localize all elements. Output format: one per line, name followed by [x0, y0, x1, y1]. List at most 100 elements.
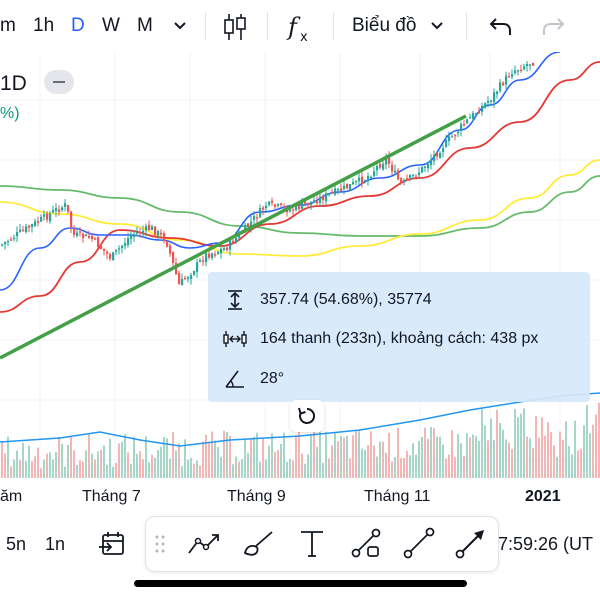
volume-bar [592, 424, 594, 478]
candle-body [28, 225, 31, 228]
candle-body [508, 76, 511, 78]
shape-icon[interactable] [348, 527, 384, 561]
volume-bar [340, 436, 342, 478]
volume-bar [184, 439, 186, 478]
interval-minutes[interactable]: m [0, 15, 16, 36]
candle-body [412, 174, 415, 176]
candle-body [436, 152, 439, 157]
candle-body [196, 262, 199, 272]
candle-body [55, 208, 58, 212]
volume-bar [559, 431, 561, 478]
candle-body [100, 245, 103, 249]
drag-handle-icon[interactable] [154, 534, 166, 554]
candle-body [190, 275, 193, 279]
chevron-down-icon[interactable] [429, 19, 445, 33]
interval-month[interactable]: M [137, 15, 153, 36]
volume-bar [229, 435, 231, 478]
volume-bar [457, 433, 459, 478]
chevron-down-icon[interactable] [172, 19, 188, 33]
volume-bar [295, 435, 297, 478]
collapse-legend-button[interactable] [44, 70, 74, 94]
price-range-icon [228, 290, 242, 310]
candle-body [106, 251, 109, 254]
volume-bar [469, 437, 471, 478]
volume-bar [208, 442, 210, 478]
candles-icon[interactable] [222, 12, 248, 42]
volume-bar [595, 414, 597, 478]
svg-text:x: x [300, 30, 308, 43]
candle-body [259, 208, 262, 218]
candle-body [127, 238, 130, 246]
interval-day[interactable]: D [71, 15, 85, 36]
candle-body [454, 134, 457, 137]
candle-body [406, 178, 409, 180]
volume-bar [169, 458, 171, 478]
volume-bar [499, 423, 501, 478]
text-icon[interactable] [294, 527, 330, 561]
line-icon[interactable] [401, 527, 437, 561]
volume-bar [94, 459, 96, 478]
candle-body [355, 180, 358, 183]
brush-icon[interactable] [241, 527, 277, 561]
candle-body [469, 117, 472, 119]
candle-body [16, 232, 19, 237]
candle-body [283, 206, 286, 208]
clock-display[interactable]: 7:59:26 (UT [498, 534, 594, 554]
arrow-icon[interactable] [453, 527, 489, 561]
volume-bar [97, 451, 99, 478]
volume-bar [73, 450, 75, 478]
angle-icon [225, 370, 244, 388]
volume-bar [178, 443, 180, 478]
volume-bar [19, 459, 21, 478]
candle-body [13, 237, 16, 240]
volume-bar [142, 459, 144, 478]
candle-body [382, 163, 385, 170]
volume-bar [85, 450, 87, 478]
interval-1h[interactable]: 1h [33, 15, 55, 36]
volume-bar [271, 433, 273, 478]
volume-bar [358, 430, 360, 478]
measure-angle-text: 28° [260, 370, 285, 387]
candle-body [415, 176, 418, 178]
range-1d[interactable]: 1n [45, 534, 66, 554]
reset-icon [298, 407, 316, 424]
candle-body [421, 166, 424, 173]
volume-bar [505, 439, 507, 478]
volume-bar [526, 436, 528, 478]
volume-bar [226, 432, 228, 478]
candle-body [370, 176, 373, 178]
volume-bar [262, 438, 264, 478]
redo-icon[interactable] [540, 14, 566, 38]
volume-bar [13, 459, 15, 478]
indicators-icon[interactable]: f x [286, 11, 314, 43]
interval-week[interactable]: W [102, 15, 120, 36]
candle-body [184, 277, 187, 280]
volume-bar [508, 442, 510, 478]
volume-bar [214, 440, 216, 478]
volume-bar [541, 417, 543, 478]
candle-body [148, 224, 151, 230]
volume-bar [547, 422, 549, 478]
candle-body [19, 229, 22, 232]
candle-body [85, 234, 88, 237]
goto-date-icon[interactable] [97, 530, 129, 560]
candle-body [403, 179, 406, 183]
candle-body [34, 221, 37, 226]
volume-bar [292, 460, 294, 478]
volume-bar [43, 459, 45, 478]
candle-body [292, 209, 295, 211]
volume-bar [574, 420, 576, 478]
volume-bar [115, 462, 117, 478]
volume-bar [373, 445, 375, 478]
top-toolbar: m 1h D W M f x Biểu đồ [0, 0, 600, 52]
candle-body [460, 124, 463, 131]
chart-type-label[interactable]: Biểu đồ [352, 15, 417, 36]
svg-text:f: f [286, 13, 301, 41]
candle-body [187, 277, 190, 279]
range-5d[interactable]: 5n [6, 534, 27, 554]
trend-line-icon[interactable] [186, 527, 222, 561]
candle-body [76, 232, 79, 236]
reset-chart-button[interactable] [290, 400, 324, 432]
undo-icon[interactable] [488, 14, 514, 38]
volume-bar [139, 451, 141, 478]
